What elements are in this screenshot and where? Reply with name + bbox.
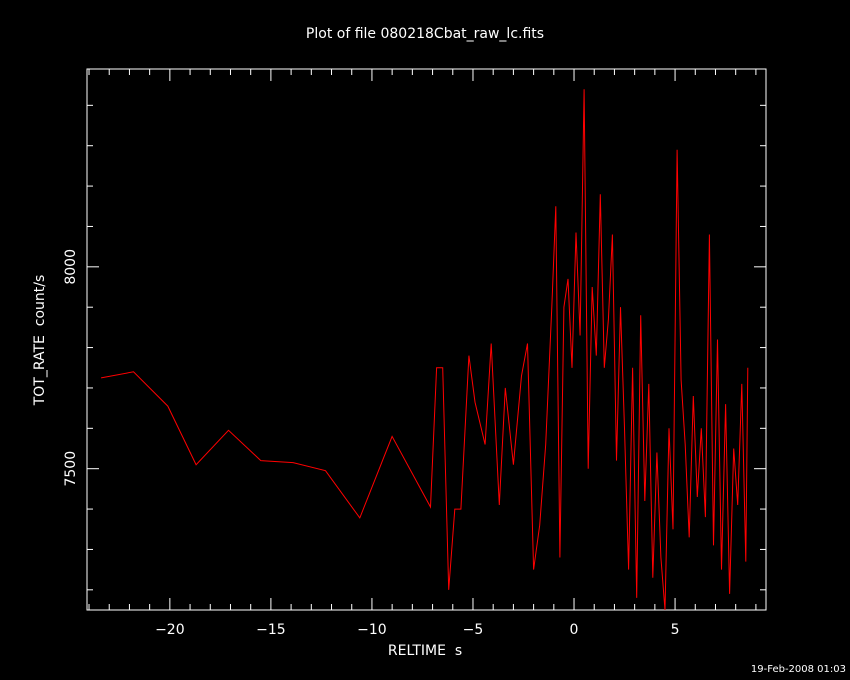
chart-title: Plot of file 080218Cbat_raw_lc.fits — [306, 26, 544, 42]
y-tick-labels: 7500 8000 — [63, 249, 79, 487]
x-tick-label: 5 — [671, 622, 680, 638]
x-tick-label: −15 — [256, 622, 286, 638]
x-tick-label: 0 — [570, 622, 579, 638]
x-tick-label: −10 — [357, 622, 387, 638]
y-tick-label: 8000 — [63, 249, 79, 285]
x-axis-label: RELTIME s — [388, 643, 462, 659]
axis-ticks — [87, 69, 766, 610]
y-tick-label: 7500 — [63, 451, 79, 487]
footer-timestamp: 19-Feb-2008 01:03 — [751, 664, 846, 675]
plot-frame — [86, 68, 767, 611]
x-tick-label: −20 — [155, 622, 185, 638]
series-line — [101, 89, 749, 611]
y-axis-label: TOT_RATE count/s — [32, 275, 48, 407]
x-tick-label: −5 — [463, 622, 484, 638]
x-tick-labels: −20 −15 −10 −5 0 5 — [155, 622, 679, 638]
